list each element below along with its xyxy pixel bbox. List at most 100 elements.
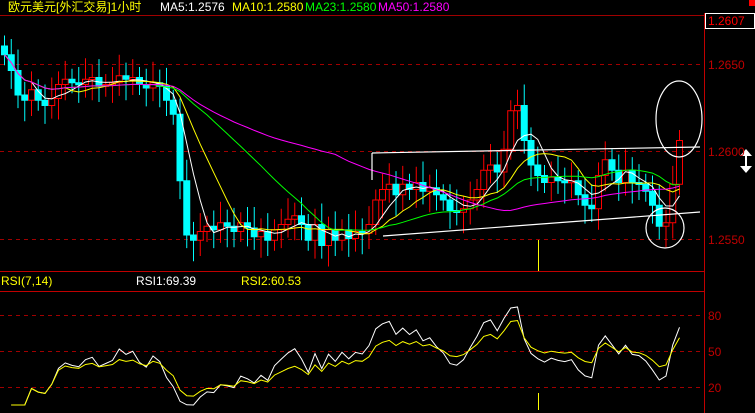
candle-down [541,165,548,193]
candle-body [14,70,22,96]
candle-up [277,208,285,249]
ma23-label: MA23:1.2580 [305,0,377,14]
rsi-label: RSI(7,14) [1,274,53,288]
candle-body [169,99,177,115]
candle-body [473,189,481,201]
rsi1-label: RSI1:69.39 [136,274,197,288]
candle-up [379,173,386,219]
candle-body [318,224,326,246]
candle-up [217,201,224,243]
candle-body [595,175,602,210]
candle-body [662,222,670,227]
trendline-lower [382,211,701,237]
ma50-line [4,54,680,212]
candle-body [284,218,292,225]
rsi-lines [11,306,680,406]
price-tick-label: 1.2550 [708,232,745,247]
candle-body [291,215,299,220]
candle-body [379,189,386,201]
candle-body [628,169,636,183]
candle-up [352,210,359,252]
candle-up [28,71,35,116]
candle-body [88,77,96,80]
candle-down [68,68,76,94]
candle-down [7,39,15,89]
candle-up [196,213,204,256]
candle-body [554,176,562,182]
double-arrow-vertical-icon[interactable] [740,149,752,173]
candle-body [264,231,272,241]
candle-body [419,182,427,192]
candle-body [439,194,447,201]
candle-body [520,105,528,141]
ma5-line [4,54,680,238]
candle-up [399,165,407,211]
candle-up [271,219,278,251]
candle-up [595,162,602,230]
candle-body [372,199,380,225]
candle-body [122,75,130,80]
candle-up [291,202,299,241]
rsi2-label: RSI2:60.53 [241,274,302,288]
candle-up [601,141,609,192]
candle-body [588,204,596,210]
ma50-label: MA50:1.2580 [378,0,450,14]
candle-down [406,173,413,200]
candle-body [271,229,278,241]
candles [1,35,683,267]
rsi2-line [11,319,680,406]
candle-body [642,183,650,192]
rsi-tick-label: 50 [708,344,722,359]
candle-down [318,203,326,259]
candle-body [514,105,521,112]
candle-down [655,184,663,240]
candle-body [534,164,542,176]
candle-down [142,68,150,107]
candle-up [365,206,373,249]
ma10-label: MA10:1.2580 [232,0,304,14]
candle-down [163,67,170,116]
candle-body [41,99,49,106]
moving-averages [4,54,680,238]
candle-down [304,214,312,251]
candle-up [203,215,211,242]
candle-down [95,59,103,102]
candle-body [392,183,400,196]
candle-body [257,231,265,238]
candle-body [406,183,413,190]
candle-body [34,89,42,101]
chart-title: 欧元美元[外汇交易]1小时 [8,0,142,14]
candle-down [250,207,258,250]
candle-up [385,163,393,203]
candle-body [487,164,494,171]
candle-body [190,234,197,241]
candle-down [1,35,8,66]
candle-body [183,180,191,236]
candle-body [21,94,29,101]
candle-body [223,222,231,227]
candle-body [48,98,56,106]
candle-body [244,222,251,229]
candle-body [581,194,589,206]
candle-body [196,231,204,241]
candle-down [534,146,542,192]
rsi-tick-label: 20 [708,380,722,395]
candle-body [129,77,137,80]
candle-up [426,174,434,213]
candle-up [325,216,332,267]
candle-down [392,171,400,216]
candle-down [588,184,596,222]
price-tick-label: 1.2600 [708,144,745,159]
candle-body [115,75,123,84]
price-tick-label: 1.2650 [708,57,745,72]
candle-up [514,89,521,130]
candle-body [547,176,555,183]
ma10-line [4,54,680,235]
annotations [371,80,703,249]
candle-body [541,175,548,183]
rsi-tick-label: 80 [708,308,722,323]
candle-down [581,179,589,224]
candle-down [21,81,29,122]
candle-body [55,84,62,99]
